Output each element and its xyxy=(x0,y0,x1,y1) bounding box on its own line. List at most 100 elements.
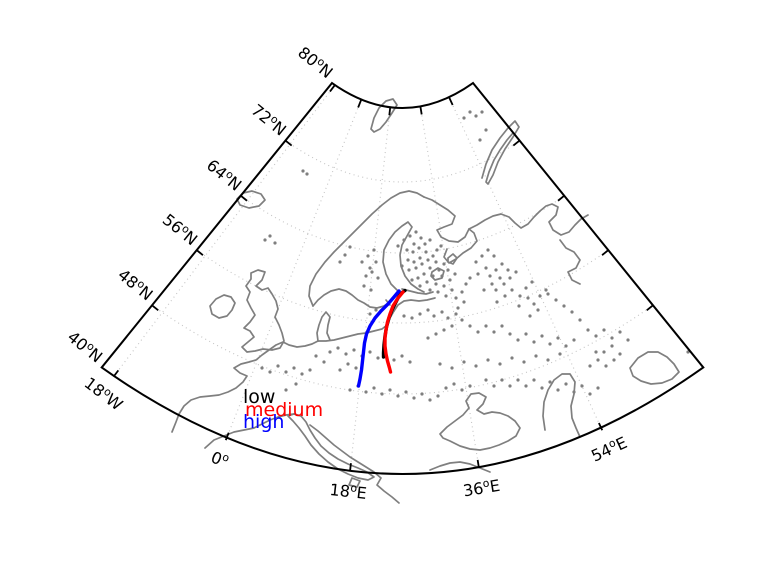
coastline xyxy=(481,120,520,185)
lake-dot xyxy=(436,290,440,294)
lake-dot xyxy=(484,266,488,270)
lake-dot xyxy=(460,290,464,294)
legend-item-high: high xyxy=(243,411,285,433)
lake-dot xyxy=(446,316,450,320)
lake-dot xyxy=(428,266,432,270)
lake-dot xyxy=(502,282,506,286)
lake-dot xyxy=(292,366,296,370)
lake-dot xyxy=(474,114,478,118)
lake-dot xyxy=(416,276,420,280)
legend-item-medium: medium xyxy=(245,398,324,421)
lake-dot xyxy=(498,276,502,280)
lake-dot xyxy=(412,242,416,246)
lake-dot xyxy=(526,296,530,300)
lake-dot xyxy=(336,346,340,350)
coastline xyxy=(209,294,236,319)
lake-dot xyxy=(376,356,380,360)
lon-tick-top xyxy=(357,99,362,108)
lake-dot xyxy=(431,274,435,278)
lake-dot xyxy=(374,260,378,264)
lake-dot xyxy=(408,234,412,238)
graticule-meridian xyxy=(419,106,480,468)
lake-dot xyxy=(588,364,592,368)
lake-dot xyxy=(284,370,288,374)
lake-dot xyxy=(418,284,422,288)
lake-dot xyxy=(408,360,412,364)
lake-dots xyxy=(260,110,690,402)
lake-dot xyxy=(596,386,600,390)
lake-dot xyxy=(492,254,496,258)
lake-dot xyxy=(610,344,614,348)
lake-dot xyxy=(490,282,494,286)
lat-tick xyxy=(196,249,204,256)
lon-tick-bottom xyxy=(349,463,352,472)
lon-label: 54oE xyxy=(588,432,630,466)
lake-dot xyxy=(570,310,574,314)
lat-label: 48oN xyxy=(114,264,157,304)
lake-dot xyxy=(362,284,366,288)
lake-dot xyxy=(446,268,450,272)
lake-dot xyxy=(604,364,608,368)
lake-dot xyxy=(372,248,376,252)
legend-item-low: low xyxy=(243,386,276,408)
lake-dot xyxy=(528,314,532,318)
trajectory-high xyxy=(356,289,401,388)
lake-dot xyxy=(402,314,406,318)
lake-dot xyxy=(546,358,550,362)
lake-dot xyxy=(500,262,504,266)
coastline xyxy=(171,340,319,433)
lake-dot xyxy=(538,294,542,298)
lake-dot xyxy=(518,294,522,298)
lake-dot xyxy=(588,392,592,396)
graticule-meridian xyxy=(113,84,336,378)
lake-dot xyxy=(516,378,520,382)
lake-dot xyxy=(407,268,411,272)
lake-dot xyxy=(364,390,368,394)
lake-dot xyxy=(411,250,415,254)
lake-dot xyxy=(442,284,446,288)
lake-dot xyxy=(434,332,438,336)
lake-dot xyxy=(405,248,409,252)
lake-dot xyxy=(434,282,438,286)
coastline xyxy=(393,297,436,312)
lake-dot xyxy=(424,250,428,254)
lake-dot xyxy=(435,248,439,252)
lake-dot xyxy=(548,342,552,346)
lake-dot xyxy=(344,352,348,356)
lake-dot xyxy=(444,386,448,390)
lake-dot xyxy=(506,268,510,272)
lake-dot xyxy=(572,390,576,394)
lake-dot xyxy=(596,358,600,362)
lake-dot xyxy=(686,350,690,354)
lon-tick-bottom xyxy=(598,422,604,431)
lake-dot xyxy=(402,238,406,242)
lake-dot xyxy=(612,358,616,362)
lake-dot xyxy=(556,388,560,392)
coastline xyxy=(542,373,581,438)
lake-dot xyxy=(440,274,444,278)
lake-dot xyxy=(486,358,490,362)
lake-dot xyxy=(442,262,446,266)
lake-dot xyxy=(388,388,392,392)
lake-dot xyxy=(580,384,584,388)
lake-dot xyxy=(428,238,432,242)
lake-dot xyxy=(484,378,488,382)
graticule xyxy=(113,84,654,472)
lake-dot xyxy=(452,382,456,386)
map-boundary xyxy=(100,81,705,475)
lake-dot xyxy=(454,296,458,300)
trajectory-medium xyxy=(383,290,405,374)
lat-label: 72oN xyxy=(248,100,291,140)
lake-dot xyxy=(558,352,562,356)
lake-dot xyxy=(610,336,614,340)
lake-dot xyxy=(436,394,440,398)
lake-dot xyxy=(428,288,432,292)
lat-tick xyxy=(512,139,521,147)
coastline xyxy=(241,269,285,353)
lake-dot xyxy=(352,348,356,352)
lake-dot xyxy=(462,300,466,304)
trajectories xyxy=(356,288,407,388)
lake-dot xyxy=(495,300,499,304)
lake-dot xyxy=(602,350,606,354)
